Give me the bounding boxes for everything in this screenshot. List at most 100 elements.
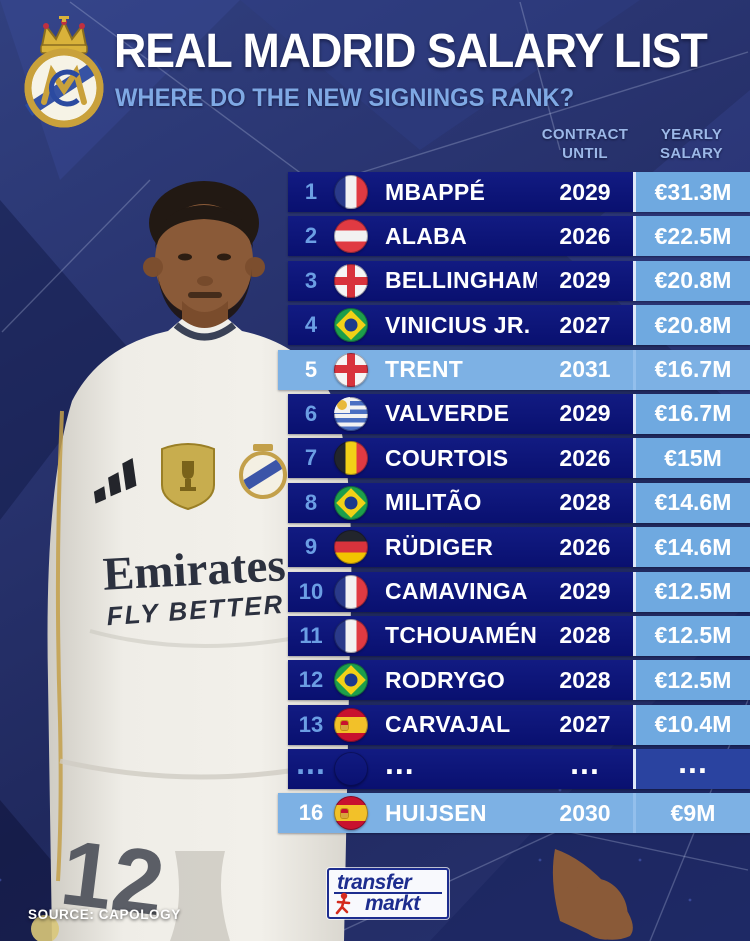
transfermarkt-logo: transfer markt (327, 868, 449, 919)
table-row: ............ (288, 744, 750, 790)
player-name-cell: TRENT (385, 356, 464, 383)
runner-icon (335, 892, 351, 915)
rank-cell: 13 (298, 711, 324, 737)
player-name-cell: CARVAJAL (385, 711, 511, 738)
crown-icon (40, 16, 88, 54)
rank-cell: 9 (304, 534, 318, 560)
rank-cell: 1 (304, 179, 318, 204)
rank-cell: 11 (299, 622, 323, 648)
flag-austria-icon (334, 219, 368, 254)
salary-cell: €14.6M (633, 527, 750, 568)
rank-cell: 16 (298, 800, 324, 826)
rank-cell: 7 (304, 445, 318, 471)
column-header-contract-line2: UNTIL (562, 144, 608, 162)
contract-cell: 2026 (559, 222, 611, 249)
contract-cell: 2028 (559, 489, 611, 516)
rank-cell: 12 (298, 667, 324, 693)
table-row: 5 TRENT 2031 €16.7M (278, 349, 750, 390)
salary-cell: €31.3M (633, 172, 750, 212)
player-name-cell: COURTOIS (385, 444, 509, 471)
transfermarkt-logo-line1: transfer (337, 871, 412, 894)
shorts-crest-icon (31, 915, 59, 941)
flag-placeholder (334, 752, 368, 786)
player-photo: Emirates FLY BETTER 12 (31, 181, 633, 941)
rank-cell: 3 (304, 267, 318, 293)
salary-cell: €16.7M (633, 349, 750, 390)
adidas-logo-icon (93, 458, 137, 504)
table-row: 16 HUIJSEN 2030 €9M (278, 793, 750, 834)
real-madrid-crest (24, 16, 104, 128)
column-header-contract-line1: CONTRACT (541, 126, 629, 143)
contract-cell: 2029 (559, 178, 611, 205)
table-row: 8 MILITÃO 2028 €14.6M (288, 482, 750, 523)
column-header-salary-line2: SALARY (660, 144, 723, 162)
flag-england-icon (334, 263, 368, 298)
table-row: 4 VINICIUS JR. 2027 €20.8M (288, 305, 750, 346)
flag-england-icon (334, 352, 368, 387)
table-row: 7 COURTOIS 2026 €15M (288, 438, 750, 479)
page-title: REAL MADRID SALARY LIST (114, 25, 708, 78)
rank-cell: 8 (304, 489, 318, 515)
column-header-contract: CONTRACT UNTIL (537, 126, 633, 164)
flag-france-icon (334, 175, 368, 209)
player-name-cell: MBAPPÉ (385, 178, 486, 205)
player-name-cell: CAMAVINGA (385, 578, 528, 605)
flag-spain-icon (334, 707, 368, 742)
flag-brazil-icon (334, 485, 368, 520)
salary-cell: €12.5M (633, 660, 750, 701)
player-name-cell: HUIJSEN (385, 799, 487, 826)
source-credit: SOURCE: CAPOLOGY (28, 907, 181, 922)
contract-cell: 2029 (559, 267, 611, 294)
contract-cell: 2030 (559, 799, 611, 826)
flag-germany-icon (334, 530, 368, 565)
table-row: 13 CARVAJAL 2027 €10.4M (288, 704, 750, 745)
salary-table: 1 MBAPPÉ 2029 €31.3M 2 ALABA 2026 €22.5M 3 BELLIN… (278, 172, 750, 838)
jersey-crest-icon (239, 444, 287, 499)
salary-cell: €22.5M (633, 216, 750, 257)
contract-cell: 2028 (559, 622, 611, 649)
page-subtitle: WHERE DO THE NEW SIGNINGS RANK? (115, 84, 575, 112)
contract-cell: 2029 (559, 578, 611, 605)
salary-cell: €16.7M (633, 393, 750, 434)
rank-cell: 5 (304, 356, 318, 382)
club-world-champion-badge-icon (161, 443, 215, 511)
salary-cell: €20.8M (633, 305, 750, 346)
table-row: 2 ALABA 2026 €22.5M (288, 216, 750, 257)
player-name-cell: ... (385, 744, 415, 781)
player-name-cell: RÜDIGER (385, 533, 494, 560)
emirates-sponsor-text: Emirates (102, 539, 287, 600)
column-header-salary: YEARLY SALARY (633, 126, 750, 164)
salary-cell: €10.4M (633, 704, 750, 745)
table-row: 3 BELLINGHAM 2029 €20.8M (288, 260, 750, 301)
player-name-cell: VALVERDE (385, 400, 510, 427)
table-row: 9 RÜDIGER 2026 €14.6M (288, 527, 750, 568)
transfermarkt-logo-line2: markt (365, 892, 420, 915)
rank-cell: 10 (298, 578, 324, 604)
column-header-salary-line1: YEARLY (660, 126, 723, 143)
rank-cell: 4 (304, 312, 318, 338)
player-hand (552, 849, 633, 940)
table-row: 6 VALVERDE 2029 €16.7M (288, 393, 750, 434)
table-row: 10 CAMAVINGA 2029 €12.5M (288, 571, 750, 612)
player-name-cell: TCHOUAMÉNI (385, 622, 537, 649)
flag-spain-icon (334, 796, 368, 831)
flag-brazil-icon (334, 308, 368, 343)
player-name-cell: BELLINGHAM (385, 267, 537, 294)
salary-cell: €15M (633, 438, 750, 479)
transfermarkt-logo-rule (334, 892, 442, 894)
table-row: 12 RODRYGO 2028 €12.5M (288, 660, 750, 701)
rank-cell: 6 (304, 400, 318, 426)
contract-cell: 2031 (559, 356, 611, 383)
contract-cell: 2028 (559, 666, 611, 693)
contract-cell: 2027 (559, 711, 611, 738)
flag-france-icon (334, 574, 368, 609)
shirt-number: 12 (56, 822, 170, 936)
salary-cell: €12.5M (633, 615, 750, 656)
contract-cell: 2029 (559, 400, 611, 427)
contract-cell: ... (570, 744, 600, 781)
contract-cell: 2026 (559, 444, 611, 471)
player-name-cell: RODRYGO (385, 666, 506, 693)
player-head (143, 181, 265, 345)
flag-uruguay-icon (334, 396, 368, 431)
player-name-cell: VINICIUS JR. (385, 311, 531, 338)
